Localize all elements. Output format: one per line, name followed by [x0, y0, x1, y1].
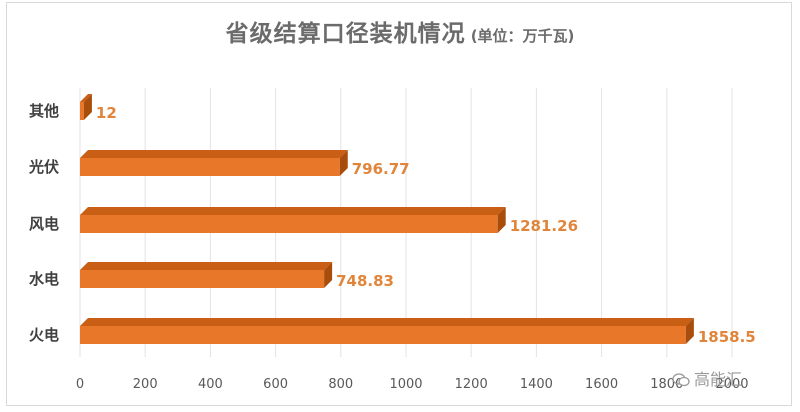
x-tick-label: 800: [328, 377, 353, 392]
bar: [80, 102, 84, 120]
bar-side-face: [339, 150, 348, 176]
watermark: 高能汇: [672, 366, 742, 390]
value-label: 1281.26: [510, 217, 578, 235]
bar: [80, 158, 340, 176]
chart-unit-text: (单位：万千瓦): [470, 27, 575, 45]
x-tick-label: 1200: [455, 377, 488, 392]
bar-side-face: [685, 318, 694, 344]
bar: [80, 270, 325, 288]
x-tick-label: 400: [198, 377, 223, 392]
bar: [80, 215, 498, 233]
chart-title-text: 省级结算口径装机情况: [225, 21, 466, 47]
bar-side-face: [324, 262, 333, 288]
value-label: 796.77: [352, 160, 410, 178]
chart-title: 省级结算口径装机情况 (单位：万千瓦): [0, 14, 800, 48]
x-tick-label: 1400: [520, 377, 553, 392]
category-label: 其他: [29, 102, 59, 120]
watermark-text: 高能汇: [694, 370, 743, 389]
x-tick-label: 1600: [585, 377, 618, 392]
value-label: 1858.5: [698, 328, 756, 346]
bar: [80, 326, 686, 344]
bar-top-face: [80, 318, 694, 326]
value-label: 748.83: [336, 272, 394, 290]
category-label: 风电: [29, 215, 59, 233]
bar-side-face: [83, 94, 92, 120]
x-tick-label: 0: [76, 377, 84, 392]
bar-side-face: [497, 207, 506, 233]
wechat-icon: [672, 373, 690, 387]
x-tick-label: 600: [263, 377, 288, 392]
x-tick-label: 2000: [715, 377, 748, 392]
category-label: 光伏: [28, 158, 59, 176]
category-label: 水电: [29, 270, 59, 288]
bar-top-face: [80, 207, 506, 215]
x-tick-label: 200: [133, 377, 158, 392]
bar-top-face: [80, 262, 333, 270]
bar-top-face: [80, 94, 92, 102]
x-tick-label: 1000: [389, 377, 422, 392]
bar-top-face: [80, 150, 348, 158]
x-tick-label: 1800: [650, 377, 683, 392]
value-label: 12: [96, 104, 117, 122]
category-label: 火电: [29, 326, 59, 344]
